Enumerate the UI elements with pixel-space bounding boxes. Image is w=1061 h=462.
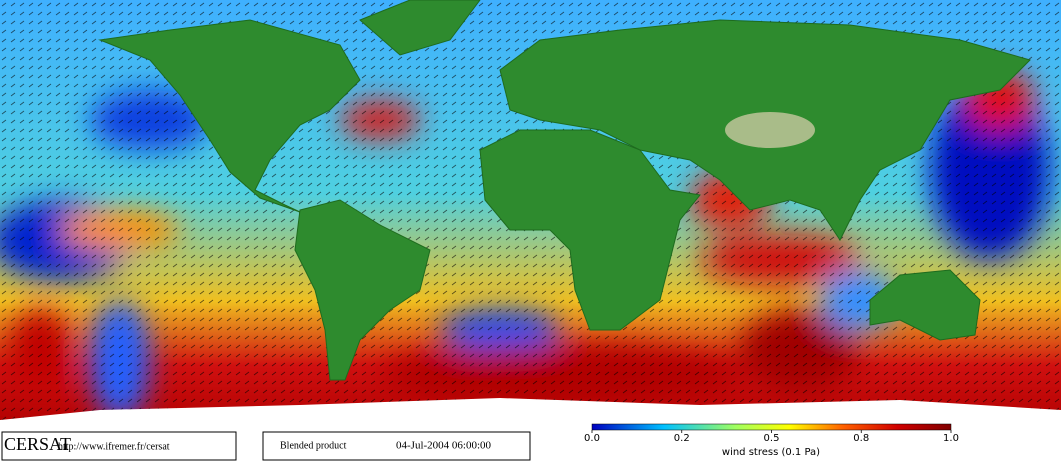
colorbar-tick-label: 0.5 (764, 433, 780, 444)
logo: CERSAT (4, 434, 71, 454)
colorbar-tick-label: 0.2 (674, 433, 690, 444)
logo-box (1, 431, 237, 461)
footer: CERSAT http://www.ifremer.fr/cersat Blen… (1, 431, 531, 461)
url: http://www.ifremer.fr/cersat (58, 441, 170, 452)
plateau (725, 112, 815, 148)
colorbar-label: wind stress (0.1 Pa) (722, 447, 820, 458)
product: Blended product (280, 440, 347, 451)
colorbar-tick-label: 1.0 (943, 433, 959, 444)
colorbar-tick-label: 0.8 (853, 433, 869, 444)
product-box (262, 431, 531, 461)
colorbar-tick-label: 0.0 (584, 433, 600, 444)
timestamp: 04-Jul-2004 06:00:00 (396, 440, 492, 452)
colorbar: wind stress (0.1 Pa) 0.0 0.2 0.5 0.8 1.0 (584, 423, 959, 458)
colorbar-ramp (591, 423, 952, 431)
